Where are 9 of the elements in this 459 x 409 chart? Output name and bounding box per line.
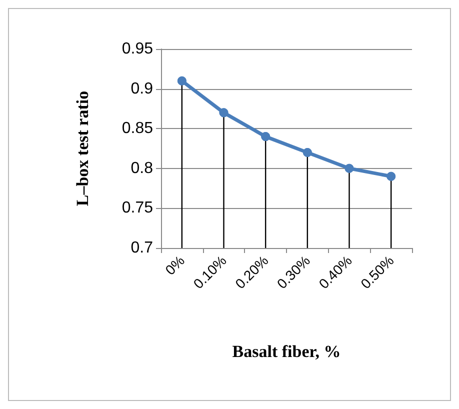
y-tick-label: 0.9 xyxy=(130,80,154,98)
y-tick-label: 0.85 xyxy=(122,120,154,138)
y-tick-label: 0.8 xyxy=(130,160,154,177)
x-tick-label: 0% xyxy=(162,252,188,278)
y-tick-label: 0.7 xyxy=(130,240,154,256)
y-tick-label: 0.95 xyxy=(122,40,154,58)
y-tick-label: 0.75 xyxy=(122,200,154,217)
y-axis-title: L–box test ratio xyxy=(73,90,92,206)
x-axis-title: Basalt fiber, % xyxy=(232,342,341,361)
